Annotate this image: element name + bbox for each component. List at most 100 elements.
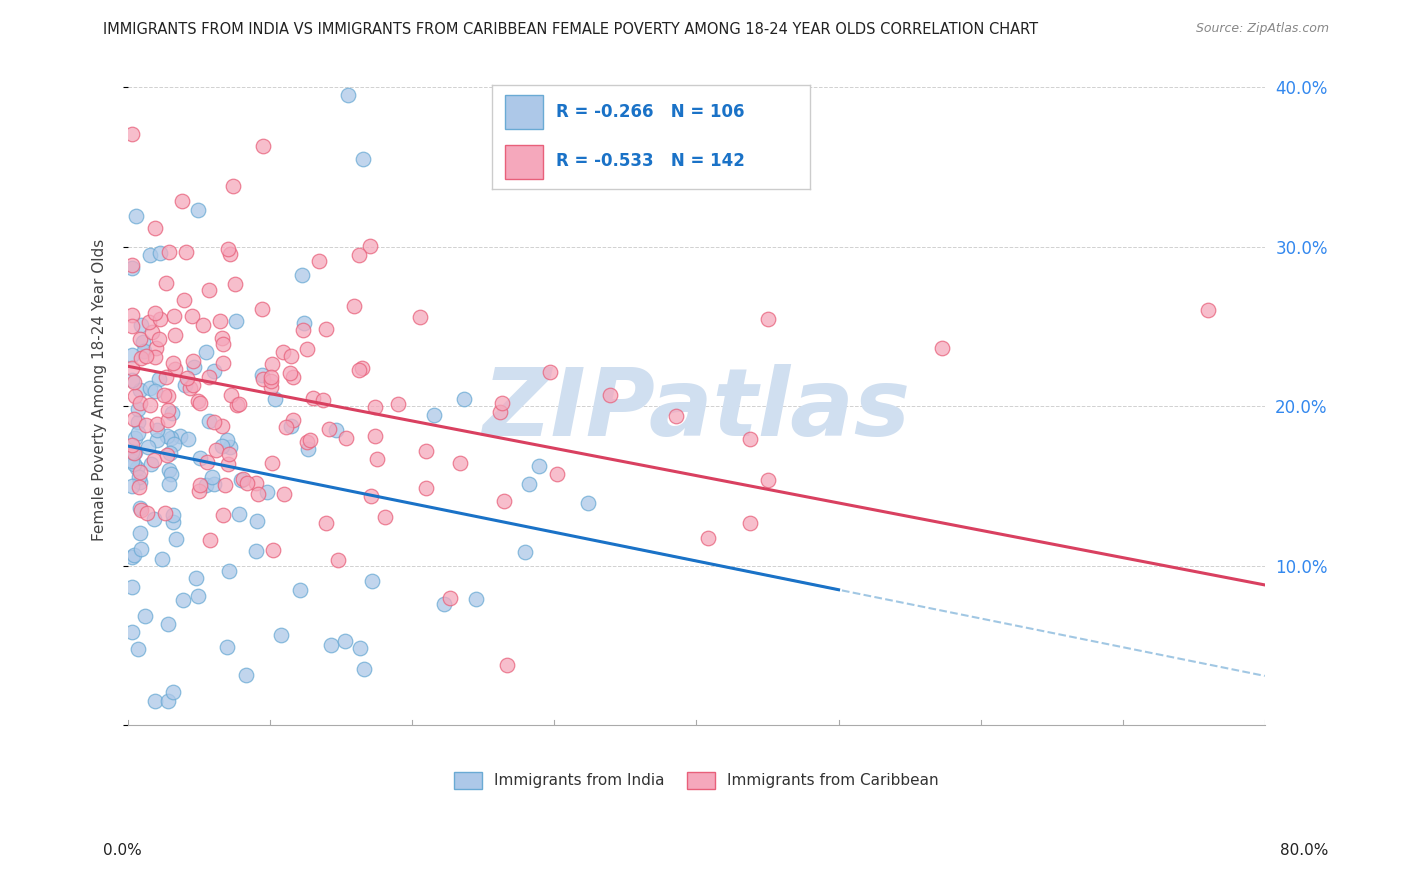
Point (246, 487, 269, 501)
Point (538, 365, 561, 379)
Point (212, 508, 235, 523)
Point (218, 564, 240, 578)
Point (212, 355, 235, 369)
Point (135, 417, 157, 432)
Point (169, 429, 191, 443)
Point (121, 318, 143, 333)
Point (188, 478, 211, 492)
Point (141, 457, 163, 471)
Point (131, 334, 153, 349)
Point (121, 479, 143, 493)
Point (280, 349, 302, 363)
Point (260, 379, 283, 393)
Point (217, 242, 239, 256)
Point (363, 428, 385, 442)
Point (280, 418, 302, 433)
Point (246, 514, 269, 528)
Point (121, 260, 143, 275)
Point (315, 516, 337, 530)
Point (264, 392, 287, 406)
Point (515, 545, 537, 559)
Point (599, 387, 621, 401)
Point (121, 128, 143, 142)
Point (228, 397, 250, 411)
Point (129, 332, 152, 346)
Point (121, 438, 143, 452)
Point (143, 305, 166, 319)
Point (122, 445, 145, 459)
Point (465, 592, 488, 607)
Point (142, 453, 165, 467)
Point (218, 247, 240, 261)
Point (173, 293, 195, 307)
Point (127, 642, 149, 657)
Point (292, 323, 315, 337)
Point (439, 591, 461, 606)
Point (274, 419, 297, 434)
Point (697, 531, 720, 545)
Point (181, 377, 204, 392)
Point (408, 310, 430, 325)
Point (217, 457, 239, 471)
Point (415, 481, 437, 495)
Point (121, 444, 143, 458)
Point (188, 450, 211, 465)
Point (202, 415, 225, 429)
Point (292, 316, 315, 330)
Point (312, 393, 335, 408)
Point (157, 245, 180, 260)
Text: IMMIGRANTS FROM INDIA VS IMMIGRANTS FROM CARIBBEAN FEMALE POVERTY AMONG 18-24 YE: IMMIGRANTS FROM INDIA VS IMMIGRANTS FROM… (103, 22, 1038, 37)
Point (260, 370, 283, 384)
Point (756, 312, 779, 326)
Point (219, 388, 242, 402)
Point (162, 515, 184, 529)
Point (134, 608, 156, 623)
Point (127, 401, 149, 416)
Point (191, 318, 214, 332)
Point (145, 433, 167, 447)
Point (180, 310, 202, 324)
Point (187, 484, 209, 499)
Point (187, 394, 209, 409)
Point (198, 283, 221, 297)
Point (319, 638, 342, 652)
Point (494, 494, 516, 508)
Legend: Immigrants from India, Immigrants from Caribbean: Immigrants from India, Immigrants from C… (449, 766, 945, 795)
Point (129, 383, 152, 397)
Point (222, 178, 245, 193)
Point (155, 370, 177, 384)
Point (131, 318, 153, 333)
Point (235, 475, 257, 490)
Point (245, 543, 267, 558)
Point (121, 550, 143, 565)
Point (225, 314, 247, 328)
Point (136, 506, 159, 520)
Point (162, 309, 184, 323)
Point (125, 210, 148, 224)
Point (149, 311, 172, 326)
Point (364, 401, 387, 415)
Point (146, 423, 169, 437)
Point (211, 337, 233, 351)
Point (172, 593, 194, 607)
Point (218, 447, 240, 461)
Point (756, 474, 779, 488)
Point (121, 348, 143, 362)
Point (156, 389, 179, 403)
Point (143, 511, 166, 525)
Point (931, 341, 953, 355)
Point (325, 423, 347, 437)
Point (387, 397, 409, 411)
Point (122, 457, 145, 471)
Point (546, 467, 568, 481)
Point (202, 364, 225, 378)
Point (143, 694, 166, 708)
Point (205, 443, 228, 458)
Point (184, 571, 207, 585)
Point (124, 445, 146, 459)
Point (281, 370, 304, 384)
Point (136, 440, 159, 454)
Point (157, 616, 180, 631)
Point (143, 220, 166, 235)
Point (349, 641, 371, 656)
